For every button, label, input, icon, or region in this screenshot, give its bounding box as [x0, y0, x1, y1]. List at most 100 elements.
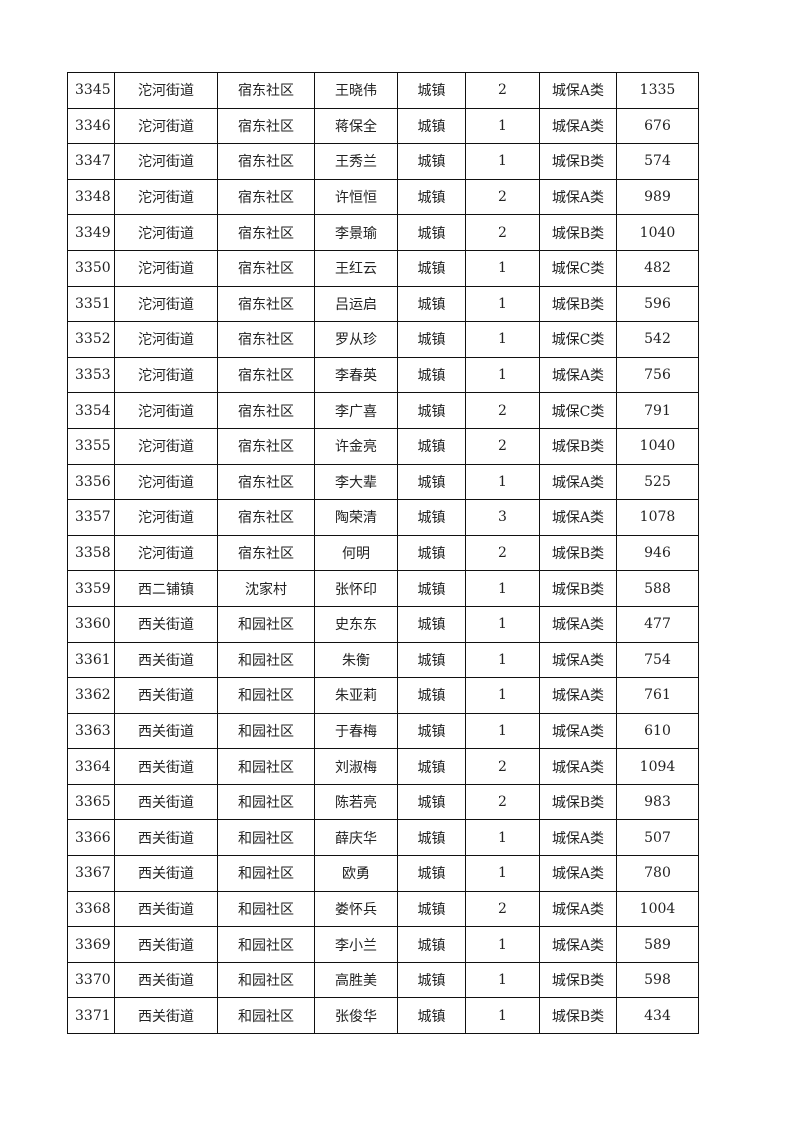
cell-amount: 507: [616, 819, 699, 857]
cell-insurance-category: 城保A类: [539, 463, 617, 501]
cell-community: 和园社区: [217, 605, 315, 643]
cell-area-type: 城镇: [397, 890, 466, 928]
cell-household-size: 2: [465, 748, 540, 785]
cell-subdistrict: 沱河街道: [114, 534, 218, 572]
cell-household-size: 3: [465, 499, 540, 536]
cell-subdistrict: 西关街道: [114, 997, 218, 1035]
cell-name: 于春梅: [314, 712, 398, 750]
cell-household-size: 1: [465, 641, 540, 679]
cell-household-size: 2: [465, 783, 540, 821]
cell-insurance-category: 城保B类: [539, 534, 617, 572]
cell-community: 宿东社区: [217, 534, 315, 572]
cell-insurance-category: 城保B类: [539, 143, 617, 180]
cell-community: 和园社区: [217, 677, 315, 714]
cell-household-size: 2: [465, 214, 540, 251]
cell-community: 宿东社区: [217, 214, 315, 251]
cell-insurance-category: 城保A类: [539, 819, 617, 857]
cell-household-size: 2: [465, 178, 540, 216]
cell-subdistrict: 沱河街道: [114, 285, 218, 323]
cell-row-number: 3360: [67, 605, 115, 643]
cell-insurance-category: 城保B类: [539, 214, 617, 251]
cell-subdistrict: 沱河街道: [114, 107, 218, 145]
cell-community: 宿东社区: [217, 249, 315, 287]
data-table: 3345 沱河街道 宿东社区 王晓伟 城镇 2 城保A类 1335 3346 沱河街道 宿东社区 蒋保…: [67, 72, 699, 1035]
cell-insurance-category: 城保A类: [539, 72, 617, 109]
cell-household-size: 2: [465, 534, 540, 572]
cell-household-size: 2: [465, 392, 540, 429]
cell-row-number: 3362: [67, 677, 115, 714]
cell-name: 薛庆华: [314, 819, 398, 857]
cell-community: 和园社区: [217, 926, 315, 963]
cell-insurance-category: 城保A类: [539, 107, 617, 145]
cell-household-size: 1: [465, 249, 540, 287]
cell-row-number: 3355: [67, 427, 115, 465]
cell-name: 欧勇: [314, 855, 398, 892]
cell-name: 李大辈: [314, 463, 398, 501]
cell-amount: 477: [616, 605, 699, 643]
table-row: 3359 西二铺镇 沈家村 张怀印 城镇 1 城保B类 588: [67, 570, 699, 607]
cell-amount: 761: [616, 677, 699, 714]
table-row: 3355 沱河街道 宿东社区 许金亮 城镇 2 城保B类 1040: [67, 427, 699, 465]
cell-amount: 1004: [616, 890, 699, 928]
cell-community: 和园社区: [217, 961, 315, 999]
cell-amount: 542: [616, 321, 699, 358]
cell-row-number: 3371: [67, 997, 115, 1035]
cell-name: 王秀兰: [314, 143, 398, 180]
cell-household-size: 1: [465, 997, 540, 1035]
cell-community: 和园社区: [217, 855, 315, 892]
cell-subdistrict: 西关街道: [114, 748, 218, 785]
cell-amount: 754: [616, 641, 699, 679]
cell-amount: 983: [616, 783, 699, 821]
cell-insurance-category: 城保A类: [539, 890, 617, 928]
cell-insurance-category: 城保B类: [539, 997, 617, 1035]
table-row: 3349 沱河街道 宿东社区 李景瑜 城镇 2 城保B类 1040: [67, 214, 699, 251]
table-row: 3367 西关街道 和园社区 欧勇 城镇 1 城保A类 780: [67, 855, 699, 892]
cell-community: 和园社区: [217, 783, 315, 821]
cell-name: 蒋保全: [314, 107, 398, 145]
table-row: 3370 西关街道 和园社区 高胜美 城镇 1 城保B类 598: [67, 961, 699, 999]
cell-insurance-category: 城保A类: [539, 855, 617, 892]
cell-amount: 610: [616, 712, 699, 750]
cell-area-type: 城镇: [397, 178, 466, 216]
cell-row-number: 3369: [67, 926, 115, 963]
cell-household-size: 2: [465, 427, 540, 465]
cell-subdistrict: 沱河街道: [114, 499, 218, 536]
cell-household-size: 1: [465, 605, 540, 643]
cell-household-size: 2: [465, 72, 540, 109]
cell-area-type: 城镇: [397, 214, 466, 251]
cell-subdistrict: 沱河街道: [114, 249, 218, 287]
cell-subdistrict: 西关街道: [114, 605, 218, 643]
cell-subdistrict: 沱河街道: [114, 214, 218, 251]
cell-community: 宿东社区: [217, 499, 315, 536]
cell-amount: 780: [616, 855, 699, 892]
cell-row-number: 3346: [67, 107, 115, 145]
cell-area-type: 城镇: [397, 641, 466, 679]
cell-row-number: 3353: [67, 356, 115, 394]
cell-insurance-category: 城保C类: [539, 249, 617, 287]
table-row: 3345 沱河街道 宿东社区 王晓伟 城镇 2 城保A类 1335: [67, 72, 699, 109]
cell-community: 和园社区: [217, 997, 315, 1035]
cell-insurance-category: 城保C类: [539, 392, 617, 429]
cell-subdistrict: 西二铺镇: [114, 570, 218, 607]
cell-insurance-category: 城保B类: [539, 961, 617, 999]
cell-insurance-category: 城保A类: [539, 605, 617, 643]
cell-row-number: 3356: [67, 463, 115, 501]
cell-area-type: 城镇: [397, 819, 466, 857]
cell-area-type: 城镇: [397, 783, 466, 821]
cell-subdistrict: 西关街道: [114, 961, 218, 999]
cell-subdistrict: 西关街道: [114, 677, 218, 714]
cell-amount: 598: [616, 961, 699, 999]
cell-row-number: 3352: [67, 321, 115, 358]
cell-household-size: 1: [465, 570, 540, 607]
cell-name: 朱衡: [314, 641, 398, 679]
cell-insurance-category: 城保B类: [539, 427, 617, 465]
cell-community: 宿东社区: [217, 356, 315, 394]
cell-subdistrict: 西关街道: [114, 712, 218, 750]
cell-household-size: 1: [465, 961, 540, 999]
cell-amount: 756: [616, 356, 699, 394]
cell-household-size: 2: [465, 890, 540, 928]
cell-amount: 1078: [616, 499, 699, 536]
cell-area-type: 城镇: [397, 392, 466, 429]
cell-community: 和园社区: [217, 890, 315, 928]
table-row: 3371 西关街道 和园社区 张俊华 城镇 1 城保B类 434: [67, 997, 699, 1035]
